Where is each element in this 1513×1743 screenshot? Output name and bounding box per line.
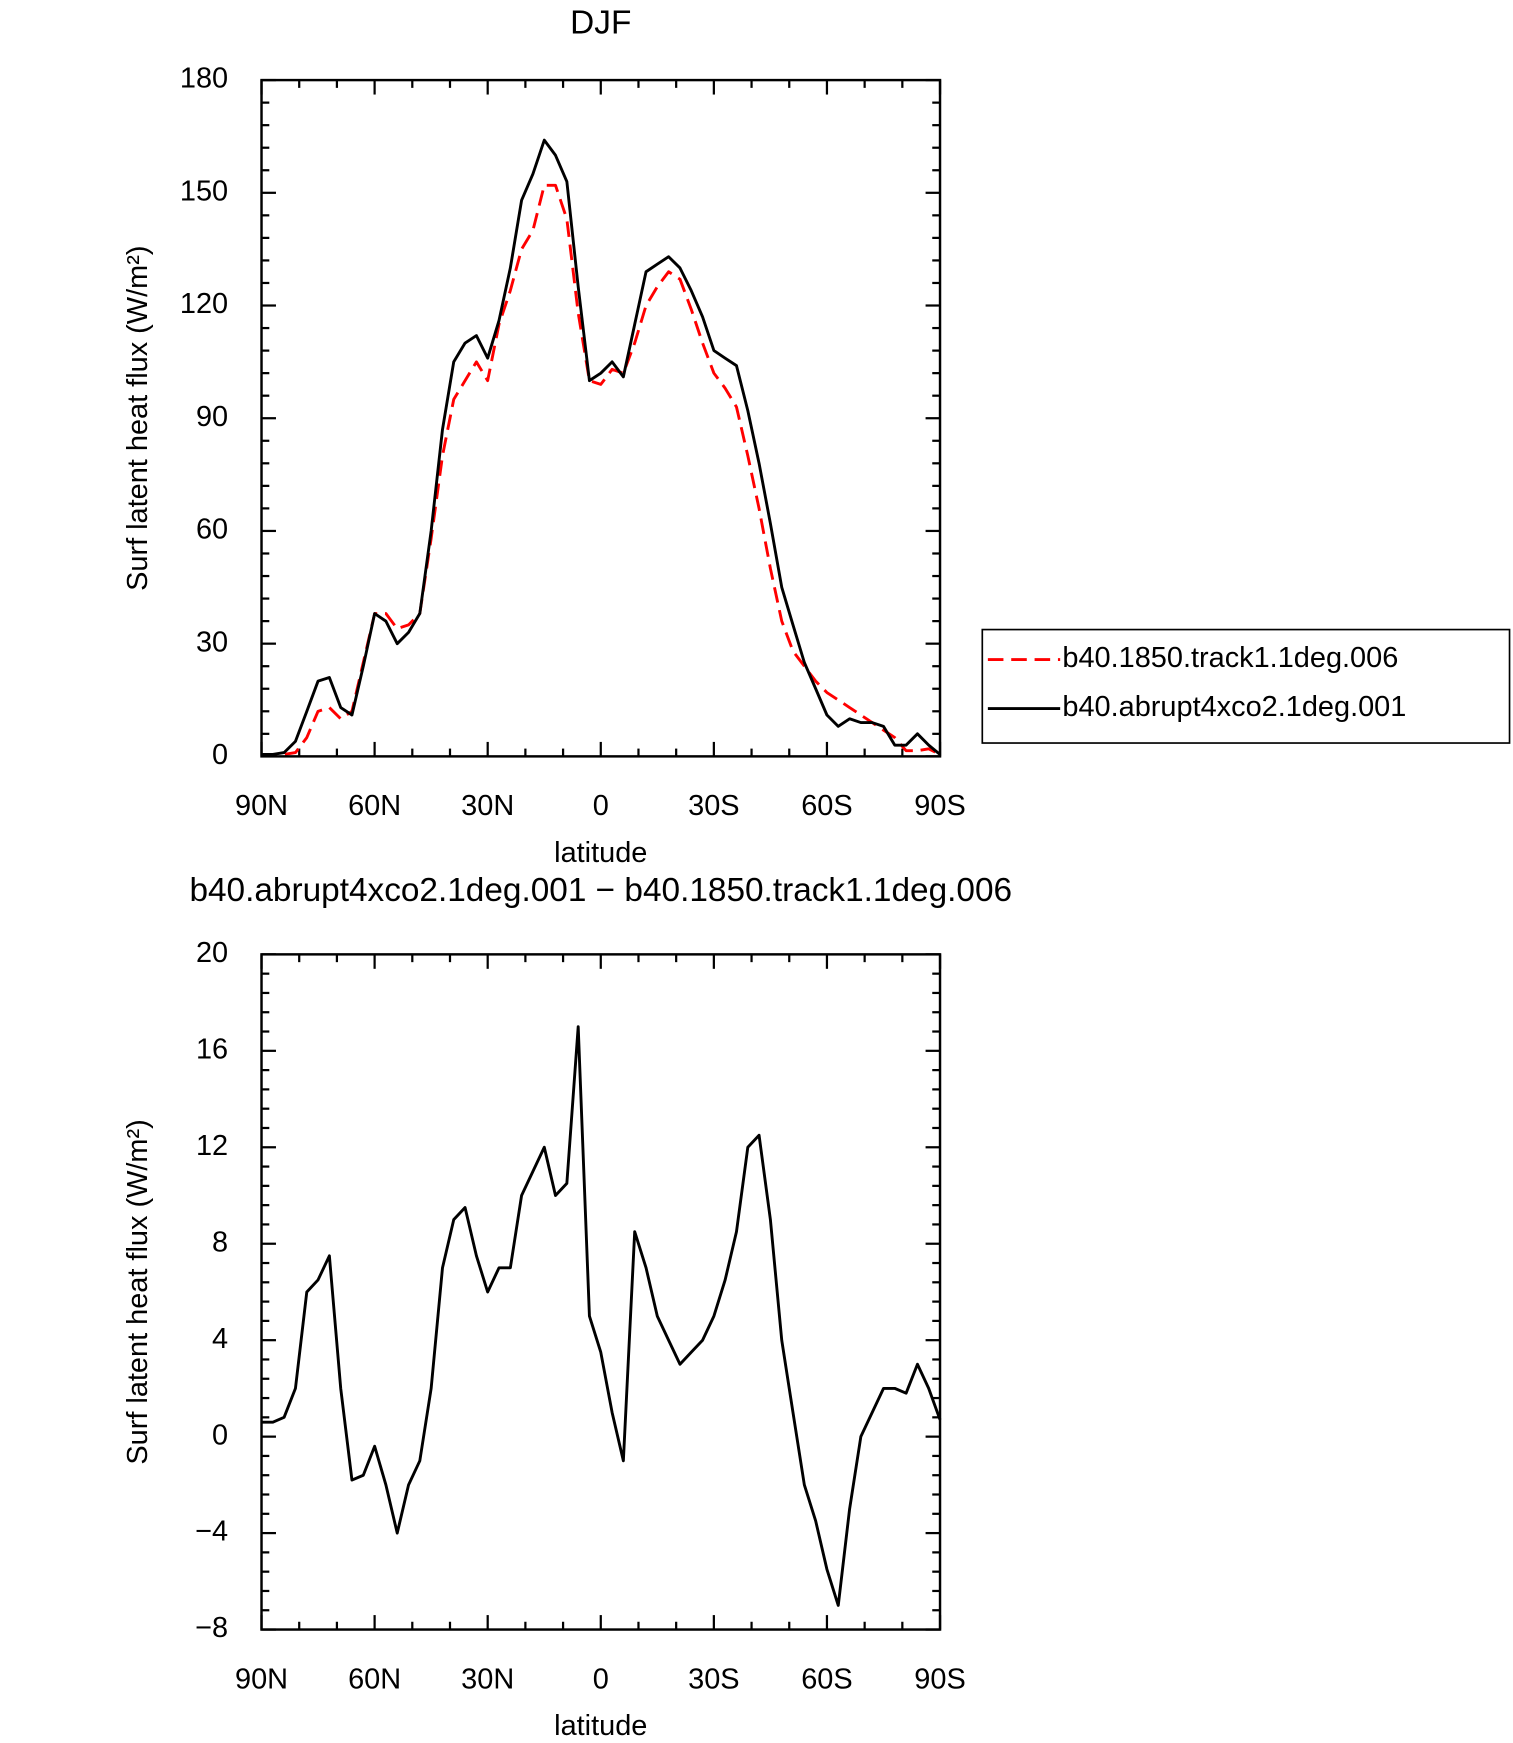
data-line [261,138,941,756]
plot-frame [260,953,942,1631]
y-axis-label: Surf latent heat flux (W/m²) [122,1119,154,1464]
y-tick-label: 20 [196,937,228,969]
y-tick-label: 30 [196,626,228,658]
x-tick-label: 90N [235,790,288,822]
y-tick-label: 0 [212,739,228,771]
y-tick-label: 90 [196,401,228,433]
chart-title: DJF [570,4,631,41]
x-tick-label: 30S [688,790,739,822]
y-tick-label: 180 [180,63,228,95]
x-tick-label: 30N [461,1663,514,1695]
x-tick-label: 90S [914,790,965,822]
y-tick-label: 8 [212,1226,228,1258]
x-tick-label: 60S [801,1663,852,1695]
y-tick-label: 4 [212,1323,228,1355]
x-tick-label: 90N [235,1663,288,1695]
x-tick-label: 30N [461,790,514,822]
y-tick-label: 60 [196,514,228,546]
x-tick-label: 30S [688,1663,739,1695]
y-tick-label: 0 [212,1419,228,1451]
x-axis-label: latitude [554,1710,647,1742]
y-tick-label: −4 [195,1516,228,1548]
x-tick-label: 90S [914,1663,965,1695]
y-axis-label: Surf latent heat flux (W/m²) [122,246,154,591]
y-tick-label: 12 [196,1130,228,1162]
y-tick-label: 150 [180,175,228,207]
data-line [261,1025,942,1607]
chart-title: b40.abrupt4xco2.1deg.001 − b40.1850.trac… [189,872,1012,909]
x-tick-label: 60S [801,790,852,822]
x-tick-label: 0 [593,1663,609,1695]
y-tick-label: −8 [195,1612,228,1644]
x-tick-label: 60N [348,1663,401,1695]
plot-frame [260,78,942,758]
x-tick-label: 60N [348,790,401,822]
legend-label: b40.abrupt4xco2.1deg.001 [1062,691,1406,723]
y-tick-label: 16 [196,1033,228,1065]
x-axis-label: latitude [554,837,647,869]
y-tick-label: 120 [180,288,228,320]
x-tick-label: 0 [593,790,609,822]
legend-box [981,628,1511,744]
legend-label: b40.1850.track1.1deg.006 [1062,642,1398,674]
